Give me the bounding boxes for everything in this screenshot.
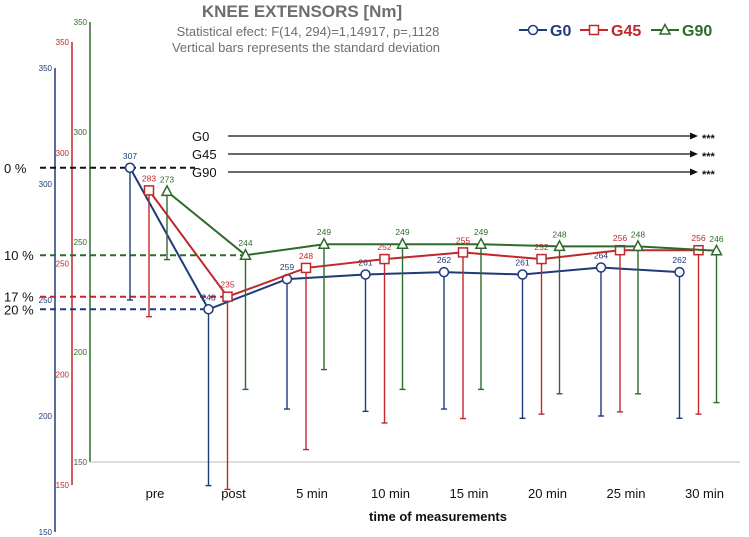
chart-subtitle-2: Vertical bars represents the standard de… bbox=[172, 40, 440, 55]
data-point bbox=[160, 184, 174, 197]
data-point bbox=[239, 248, 252, 260]
x-tick-label: 25 min bbox=[606, 486, 645, 501]
data-label: 259 bbox=[280, 262, 294, 272]
data-point bbox=[631, 239, 645, 252]
data-point bbox=[124, 162, 136, 174]
data-point bbox=[379, 253, 390, 265]
data-point bbox=[222, 291, 233, 302]
significance-marker: *** bbox=[702, 133, 716, 145]
data-point bbox=[553, 239, 566, 252]
data-point bbox=[710, 243, 723, 256]
y-tick-label: 300 bbox=[39, 180, 53, 189]
series-line-g0 bbox=[129, 167, 680, 311]
data-label: 261 bbox=[515, 257, 529, 267]
data-point bbox=[317, 237, 331, 249]
y-tick-label: 300 bbox=[74, 128, 88, 137]
data-label: 256 bbox=[691, 233, 705, 243]
data-label: 244 bbox=[238, 238, 252, 248]
decrease-label: 20 % bbox=[4, 302, 34, 317]
series-line-g45 bbox=[148, 189, 699, 298]
legend-label: G45 bbox=[611, 23, 641, 40]
data-label: 261 bbox=[358, 257, 372, 267]
arrow-label: G0 bbox=[192, 129, 209, 144]
x-tick-label: 10 min bbox=[371, 486, 410, 501]
legend-label: G0 bbox=[550, 23, 571, 40]
data-point bbox=[595, 262, 607, 273]
x-tick-label: 20 min bbox=[528, 486, 567, 501]
decrease-label: 17 % bbox=[4, 290, 34, 305]
y-tick-label: 150 bbox=[56, 481, 70, 490]
y-tick-label: 250 bbox=[39, 296, 53, 305]
data-label: 262 bbox=[672, 255, 686, 265]
data-point bbox=[474, 237, 488, 249]
data-label: 273 bbox=[160, 174, 174, 184]
data-label: 246 bbox=[709, 234, 723, 244]
x-tick-label: 5 min bbox=[296, 486, 328, 501]
data-point bbox=[143, 185, 155, 196]
legend-marker bbox=[658, 22, 672, 35]
chart-title: KNEE EXTENSORS [Nm] bbox=[202, 2, 402, 21]
data-label: 255 bbox=[456, 235, 470, 245]
y-tick-label: 200 bbox=[39, 412, 53, 421]
data-label: 248 bbox=[552, 229, 566, 239]
arrow-head bbox=[690, 150, 698, 158]
arrow-label: G90 bbox=[192, 165, 217, 180]
y-tick-label: 250 bbox=[56, 260, 70, 269]
x-tick-label: 15 min bbox=[449, 486, 488, 501]
data-label: 252 bbox=[377, 242, 391, 252]
data-point bbox=[674, 266, 685, 278]
x-axis-label: time of measurements bbox=[369, 509, 507, 524]
y-tick-label: 350 bbox=[39, 64, 53, 73]
data-point bbox=[438, 266, 450, 278]
significance-marker: *** bbox=[702, 169, 716, 181]
y-tick-label: 350 bbox=[56, 38, 70, 47]
data-point bbox=[203, 304, 214, 315]
data-label: 262 bbox=[437, 255, 451, 265]
data-label: 249 bbox=[395, 227, 409, 237]
data-point bbox=[536, 253, 547, 265]
data-point bbox=[360, 269, 371, 280]
data-label: 256 bbox=[613, 233, 627, 243]
y-tick-label: 300 bbox=[56, 149, 70, 158]
legend-marker bbox=[588, 24, 600, 36]
significance-marker: *** bbox=[702, 151, 716, 163]
decrease-label: 0 % bbox=[4, 161, 27, 176]
y-tick-label: 350 bbox=[74, 18, 88, 27]
data-point bbox=[300, 262, 312, 274]
arrow-label: G45 bbox=[192, 147, 217, 162]
y-tick-label: 150 bbox=[74, 458, 88, 467]
data-label: 249 bbox=[474, 227, 488, 237]
x-tick-label: 30 min bbox=[685, 486, 724, 501]
decrease-label: 10 % bbox=[4, 248, 34, 263]
chart-subtitle: Statistical efect: F(14, 294)=1,14917, p… bbox=[177, 24, 440, 39]
legend-label: G90 bbox=[682, 23, 712, 40]
y-tick-label: 150 bbox=[39, 528, 53, 537]
data-label: 249 bbox=[317, 227, 331, 237]
series-line-g90 bbox=[166, 190, 717, 257]
data-point bbox=[517, 269, 528, 280]
y-tick-label: 200 bbox=[56, 370, 70, 379]
arrow-head bbox=[690, 132, 698, 140]
y-tick-label: 250 bbox=[74, 238, 88, 247]
data-point bbox=[396, 237, 409, 249]
arrow-head bbox=[690, 168, 698, 176]
y-tick-label: 200 bbox=[74, 348, 88, 357]
data-label: 248 bbox=[631, 229, 645, 239]
x-tick-label: pre bbox=[146, 486, 165, 501]
data-label: 252 bbox=[534, 242, 548, 252]
data-label: 283 bbox=[142, 173, 156, 183]
data-label: 264 bbox=[594, 251, 608, 261]
legend-marker bbox=[527, 24, 539, 36]
data-label: 248 bbox=[299, 251, 313, 261]
data-label: 235 bbox=[220, 280, 234, 290]
data-point bbox=[457, 247, 469, 258]
data-label: 246 bbox=[201, 292, 215, 302]
data-label: 307 bbox=[123, 151, 137, 161]
x-tick-label: post bbox=[221, 486, 246, 501]
plot-area: 150 200 250 300 350 150 200 250 300 350 150 200 250 3… bbox=[4, 18, 740, 537]
